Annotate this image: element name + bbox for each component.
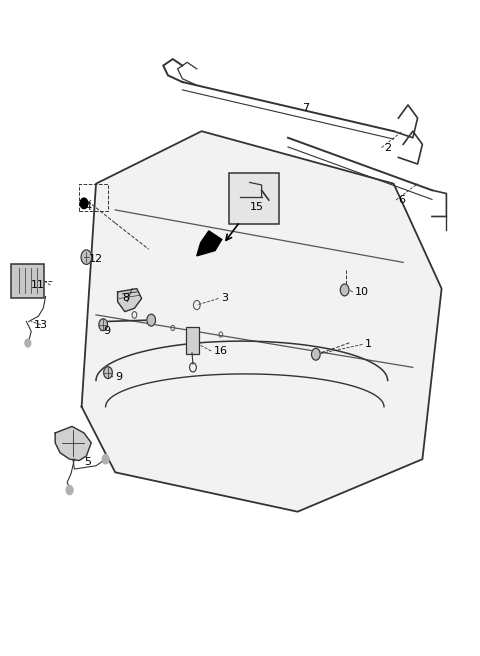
Text: 8: 8 <box>122 293 130 304</box>
FancyBboxPatch shape <box>229 173 279 224</box>
Text: 11: 11 <box>31 280 45 291</box>
Circle shape <box>340 284 349 296</box>
Circle shape <box>80 198 88 209</box>
FancyBboxPatch shape <box>186 327 199 354</box>
Text: 10: 10 <box>355 287 369 297</box>
Text: 2: 2 <box>384 142 391 153</box>
Text: 12: 12 <box>89 254 103 264</box>
Text: 3: 3 <box>221 293 228 304</box>
Text: 16: 16 <box>214 346 228 356</box>
Text: 9: 9 <box>103 326 110 337</box>
FancyBboxPatch shape <box>11 264 44 298</box>
Polygon shape <box>197 231 222 256</box>
Polygon shape <box>55 426 91 461</box>
Circle shape <box>66 485 73 495</box>
Circle shape <box>102 455 109 464</box>
Text: 5: 5 <box>84 457 91 468</box>
Text: 4: 4 <box>84 201 91 212</box>
Circle shape <box>312 348 320 360</box>
Circle shape <box>81 250 92 264</box>
Circle shape <box>99 319 108 331</box>
Text: 13: 13 <box>34 319 48 330</box>
Polygon shape <box>82 131 442 512</box>
Circle shape <box>147 314 156 326</box>
Text: 7: 7 <box>302 103 310 113</box>
Circle shape <box>104 367 112 379</box>
Polygon shape <box>118 289 142 312</box>
Text: 9: 9 <box>115 372 122 382</box>
Text: 6: 6 <box>398 195 406 205</box>
Text: 1: 1 <box>365 339 372 350</box>
Text: 15: 15 <box>250 201 264 212</box>
Circle shape <box>25 339 31 347</box>
